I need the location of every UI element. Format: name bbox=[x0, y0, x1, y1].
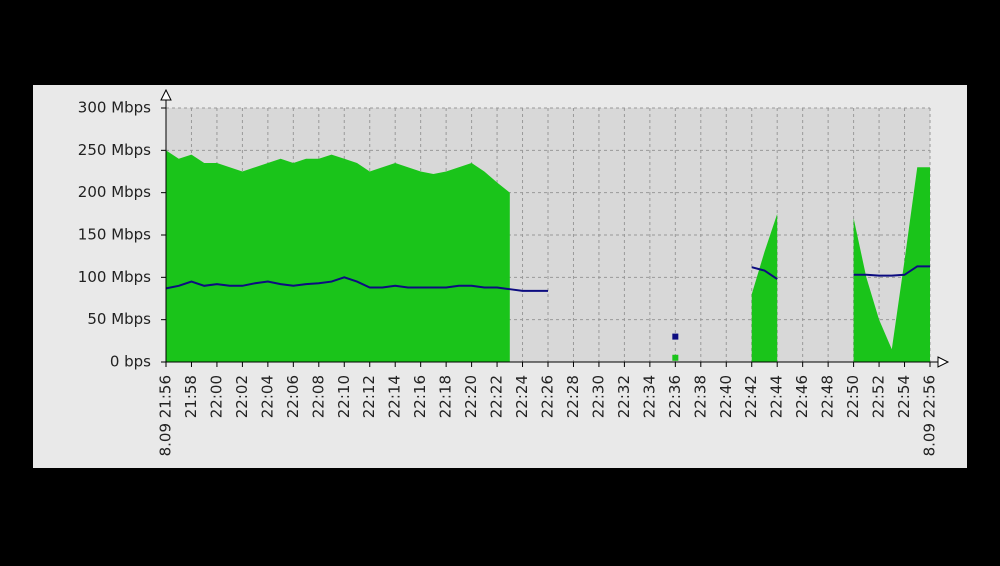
x-tick-label: 22:14 bbox=[386, 375, 404, 418]
x-tick-label: 22:36 bbox=[666, 375, 684, 418]
y-tick-label: 300 Mbps bbox=[78, 99, 151, 117]
area bbox=[853, 167, 930, 362]
x-tick-label: 22:18 bbox=[437, 375, 455, 418]
area bbox=[166, 150, 510, 362]
x-axis-arrow bbox=[937, 356, 950, 368]
line-point bbox=[672, 333, 679, 340]
x-tick-label: 22:24 bbox=[513, 375, 531, 418]
x-tick-label: 22:32 bbox=[615, 375, 633, 418]
x-tick-label: 22:22 bbox=[488, 375, 506, 418]
x-tick-label: 22:40 bbox=[717, 375, 735, 418]
x-tick-label: 22:12 bbox=[360, 375, 378, 418]
y-tick-label: 250 Mbps bbox=[78, 141, 151, 159]
area-point bbox=[672, 354, 679, 361]
x-tick-label: 22:52 bbox=[870, 375, 888, 418]
x-tick-label: 21:58 bbox=[182, 375, 200, 418]
line bbox=[165, 276, 548, 292]
x-tick-label: 22:46 bbox=[793, 375, 811, 418]
x-tick-label: 22:04 bbox=[258, 375, 276, 418]
x-tick-label: 22:54 bbox=[895, 375, 913, 418]
area bbox=[751, 213, 778, 362]
y-tick-label: 200 Mbps bbox=[78, 183, 151, 201]
x-tick-label: 22:26 bbox=[539, 375, 557, 418]
y-tick-label: 0 bps bbox=[110, 353, 151, 371]
line bbox=[751, 266, 778, 280]
line bbox=[853, 265, 930, 277]
x-tick-label: 8.09 22:56 bbox=[921, 375, 939, 456]
x-tick-label: 22:02 bbox=[233, 375, 251, 418]
y-tick-label: 100 Mbps bbox=[78, 268, 151, 286]
x-tick-label: 22:44 bbox=[768, 375, 786, 418]
y-axis-arrow bbox=[160, 88, 172, 101]
y-tick-label: 150 Mbps bbox=[78, 226, 151, 244]
x-tick-label: 22:38 bbox=[691, 375, 709, 418]
x-tick-label: 22:30 bbox=[589, 375, 607, 418]
x-tick-label: 22:06 bbox=[284, 375, 302, 418]
y-tick-label: 50 Mbps bbox=[87, 310, 151, 328]
x-tick-label: 22:34 bbox=[640, 375, 658, 418]
x-tick-label: 22:08 bbox=[309, 375, 327, 418]
x-tick-label: 22:28 bbox=[564, 375, 582, 418]
x-tick-label: 8.09 21:56 bbox=[157, 375, 175, 456]
x-tick-label: 22:48 bbox=[819, 375, 837, 418]
x-tick-label: 22:20 bbox=[462, 375, 480, 418]
x-tick-label: 22:10 bbox=[335, 375, 353, 418]
x-tick-label: 22:50 bbox=[844, 375, 862, 418]
x-tick-label: 22:42 bbox=[742, 375, 760, 418]
x-tick-label: 22:00 bbox=[207, 375, 225, 418]
x-tick-label: 22:16 bbox=[411, 375, 429, 418]
